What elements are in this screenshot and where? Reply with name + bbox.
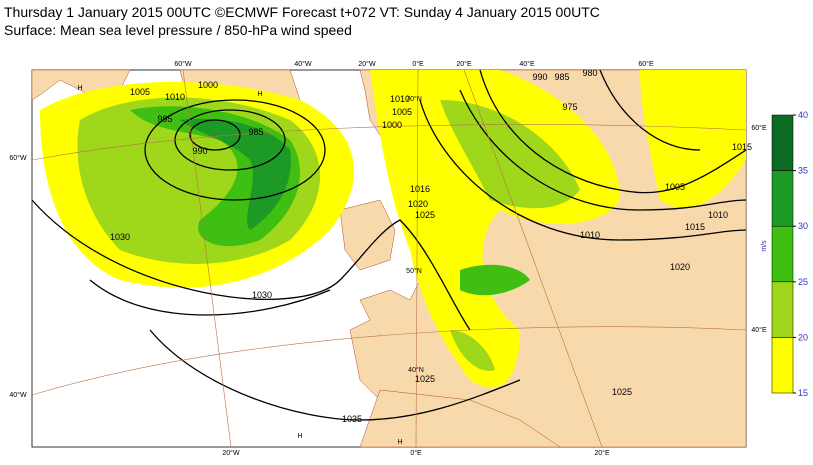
graticule (31, 69, 747, 448)
pressure-centre: H (297, 433, 302, 440)
isobar-label: 990 (532, 72, 547, 82)
colorbar-tick-label: 20 (798, 332, 808, 342)
isobar-label: 1035 (342, 414, 362, 424)
isobar-label: 1010 (165, 92, 185, 102)
isobar-label: 1010 (708, 210, 728, 220)
isobar-label: 990 (192, 146, 207, 156)
lon-label: 20°E (594, 449, 610, 457)
isobar-label: 1020 (670, 262, 690, 272)
isobar-label: 1015 (732, 142, 752, 152)
lat-label: 50°N (406, 267, 422, 275)
lon-label: 20°E (456, 60, 472, 68)
lon-label: 0°E (412, 60, 424, 68)
title: Thursday 1 January 2015 00UTC ©ECMWF For… (4, 4, 600, 20)
isobar-label: 1030 (110, 232, 130, 242)
colorbar-segment (771, 281, 794, 338)
isobar-label: 1015 (685, 222, 705, 232)
isobar-label: 1005 (392, 107, 412, 117)
isobar-label: 1000 (198, 80, 218, 90)
colorbar-tick-label: 30 (798, 221, 808, 231)
lat-label: 40°N (408, 366, 424, 374)
isobar-label: 1016 (410, 184, 430, 194)
isobar-label: 1025 (612, 387, 632, 397)
colorbar-tick-label: 40 (798, 110, 808, 120)
isobar-label: 1010 (580, 230, 600, 240)
colorbar-tick-label: 35 (798, 166, 808, 176)
isobar-label: 995 (157, 114, 172, 124)
isobar-label: 1010 (390, 94, 410, 104)
lon-label: 40°E (519, 60, 535, 68)
isobar-label: 1020 (408, 199, 428, 209)
colorbar-unit: m/s (761, 240, 768, 252)
lat-label: 60°E (751, 124, 767, 132)
lat-label: 60°W (9, 154, 27, 162)
lat-label: 40°W (9, 391, 27, 399)
pressure-centre: H (257, 91, 262, 98)
isobar-label: 1025 (415, 374, 435, 384)
pressure-centre: H (77, 85, 82, 92)
colorbar-segment (771, 337, 794, 394)
isobars (31, 69, 747, 421)
lat-label: 40°E (751, 326, 767, 334)
pressure-centre: H (397, 439, 402, 446)
isobar-label: 1005 (130, 87, 150, 97)
isobar-label: 1030 (252, 290, 272, 300)
lon-label: 20°W (358, 60, 376, 68)
isobar-label: 980 (582, 68, 597, 78)
isobar-label: 975 (562, 102, 577, 112)
colorbar-tick-label: 15 (798, 388, 808, 398)
isobar-label: 985 (248, 127, 263, 137)
colorbar-segment (771, 170, 794, 227)
lon-label: 60°E (638, 60, 654, 68)
lon-label: 40°W (294, 60, 312, 68)
colorbar-segment (771, 114, 794, 171)
isobar-label: 1025 (415, 210, 435, 220)
isobar-label: 1000 (382, 120, 402, 130)
lon-label: 60°W (174, 60, 192, 68)
wind-speed (40, 70, 746, 388)
isobar-label: 985 (554, 72, 569, 82)
lat-label: 70°N (406, 95, 422, 103)
colorbar-tick-label: 25 (798, 277, 808, 287)
colorbar-segment (771, 225, 794, 283)
subtitle: Surface: Mean sea level pressure / 850-h… (4, 22, 352, 38)
lon-label: 20°W (222, 449, 240, 457)
lon-label: 0°E (410, 449, 422, 457)
isobar-label: 1005 (665, 182, 685, 192)
